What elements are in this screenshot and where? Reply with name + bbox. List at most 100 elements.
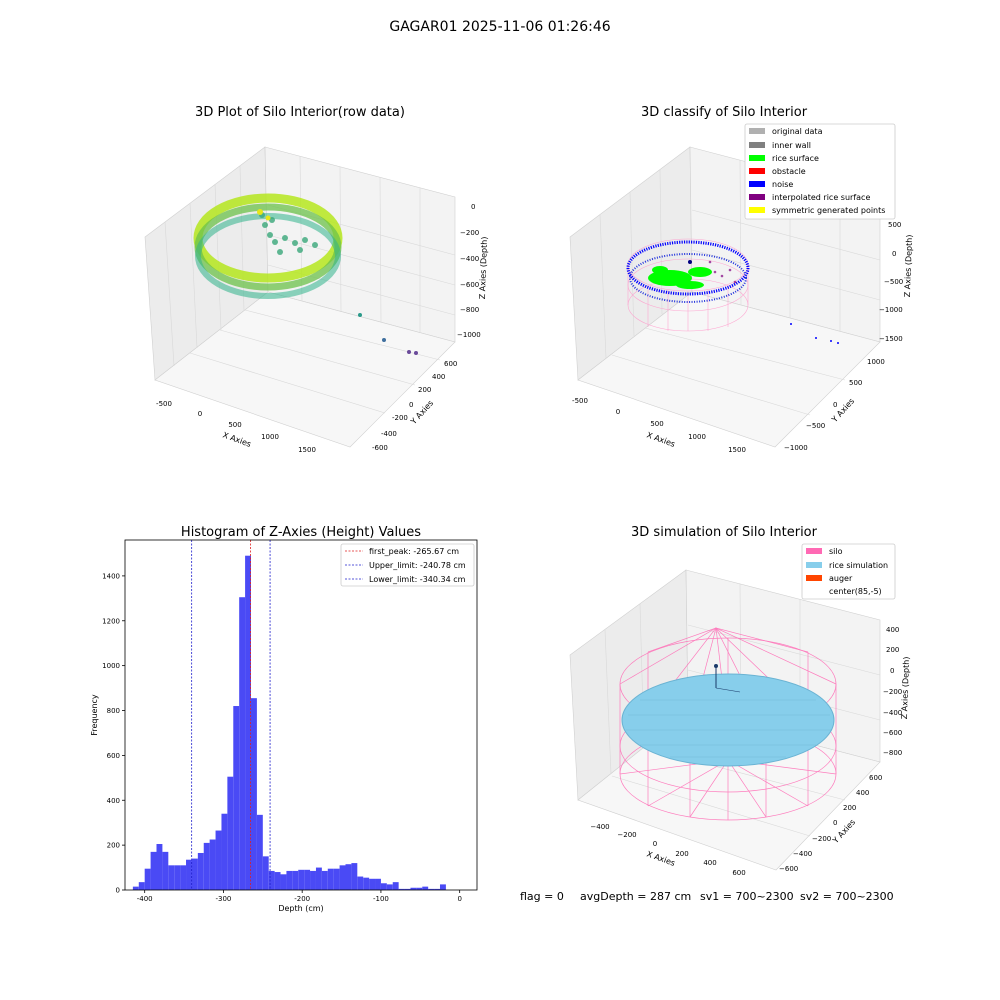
simulation-x-tick: −400 [590,823,609,831]
simulation-y-tick: −200 [812,835,831,843]
raw-data-3d-plot: 3D Plot of Silo Interior(row data) [144,105,489,454]
histogram-bar [250,698,257,890]
legend-upper-limit: Upper_limit: -240.78 cm [369,561,466,570]
histogram-bar [310,870,316,890]
raw-z-tick: −1000 [457,331,481,339]
histogram-bar [298,869,305,890]
classify-z-tick: 500 [888,221,901,229]
histogram-bar [245,555,251,890]
classify-x-tick: 1000 [688,433,706,441]
classify-legend: original data inner wall rice surface ob… [744,123,896,220]
histogram-bar [321,870,328,890]
legend-first-peak: first_peak: -265.67 cm [369,547,459,556]
raw-y-tick: 600 [444,360,457,368]
classify-x-tick: 0 [616,408,620,416]
histogram-bar [315,867,322,890]
x-tick-label: -400 [137,895,153,903]
classify-z-tick: 0 [892,250,896,258]
histogram-bar [156,844,163,890]
raw-y-tick: 200 [418,386,431,394]
simulation-z-tick: −800 [883,749,902,757]
raw-x-tick: 500 [228,421,241,429]
simulation-plot-title: 3D simulation of Silo Interior [631,525,818,540]
simulation-z-label: Z Axies (Depth) [900,656,911,719]
histogram-bar [150,851,157,890]
histogram-bars [132,555,446,890]
histogram-bar [268,870,275,890]
histogram-bar [339,865,346,890]
histogram-x-label: Depth (cm) [278,904,323,913]
y-tick-label: 1400 [102,572,120,580]
histogram-y-ticks: 0 200 400 600 800 1000 1200 1400 [102,572,125,895]
histogram-bar [209,839,216,890]
histogram-bar [363,877,370,890]
sv2-range: sv2 = 700~2300 [800,890,894,903]
histogram-bar [215,830,222,890]
histogram-bar [239,597,246,890]
simulation-z-tick: −400 [883,709,902,717]
x-tick-label: -200 [294,895,310,903]
simulation-y-tick: −400 [793,850,812,858]
histogram-bar [221,813,228,890]
y-tick-label: 400 [107,797,120,805]
depth-histogram: Histogram of Z-Axies (Height) Values -40… [90,525,478,913]
simulation-z-tick: 400 [886,626,899,634]
histogram-legend: first_peak: -265.67 cm Upper_limit: -240… [340,543,475,587]
simulation-x-tick: 0 [653,840,657,848]
raw-z-tick: −800 [460,306,479,314]
raw-x-tick: 1500 [298,446,316,454]
histogram-bar [180,865,187,890]
classify-z-tick: −1000 [879,306,903,314]
histogram-bar [132,886,139,890]
simulation-y-tick: 400 [856,789,869,797]
histogram-bar [375,878,381,890]
raw-y-tick: -200 [392,414,408,422]
y-tick-label: 1000 [102,662,120,670]
simulation-z-tick: −600 [883,729,902,737]
classify-y-tick: −500 [806,422,825,430]
simulation-x-tick: −200 [617,831,636,839]
classify-y-tick: 0 [833,401,837,409]
raw-z-tick: −400 [460,255,479,263]
raw-z-tick: −600 [460,281,479,289]
histogram-bar [233,706,240,890]
simulation-y-tick: −600 [779,865,798,873]
histogram-bar [428,888,435,890]
legend-center: center(85,-5) [829,587,882,596]
histogram-bar [434,888,440,890]
histogram-bar [416,887,423,890]
histogram-bar [286,870,293,890]
histogram-bar [304,869,311,890]
histogram-bar [203,842,210,890]
histogram-bar [357,876,364,890]
histogram-bar [256,814,263,890]
legend-rice-surface: rice surface [772,154,819,163]
histogram-bar [292,870,299,890]
histogram-bar [410,887,417,890]
histogram-bar [422,886,429,890]
histogram-bar [386,884,393,890]
histogram-reference-lines [191,540,271,890]
rice-simulation-surface [621,673,835,767]
histogram-bar [280,874,287,890]
legend-lower-limit: Lower_limit: -340.34 cm [369,575,466,584]
simulation-y-tick: 200 [843,804,856,812]
simulation-x-tick: 600 [732,869,745,877]
simulation-3d-plot: 3D simulation of Silo Interior [569,525,911,877]
y-tick-label: 600 [107,752,120,760]
simulation-y-tick: 0 [833,819,837,827]
footer-stats: flag = 0 avgDepth = 287 cm sv1 = 700~230… [520,890,894,903]
classify-3d-plot: 3D classify of Silo Interior [569,105,914,454]
histogram-bar [144,868,151,890]
raw-x-tick: 1000 [261,433,279,441]
y-tick-label: 0 [116,887,120,895]
classify-y-tick: 500 [849,379,862,387]
raw-z-label: Z Axies (Depth) [478,236,489,299]
classify-z-tick: −500 [884,278,903,286]
histogram-bar [392,882,399,890]
raw-y-tick: 0 [409,401,413,409]
histogram-bar [186,859,192,890]
histogram-x-ticks: -400 -300 -200 -100 0 [137,890,462,903]
histogram-bar [262,856,269,890]
